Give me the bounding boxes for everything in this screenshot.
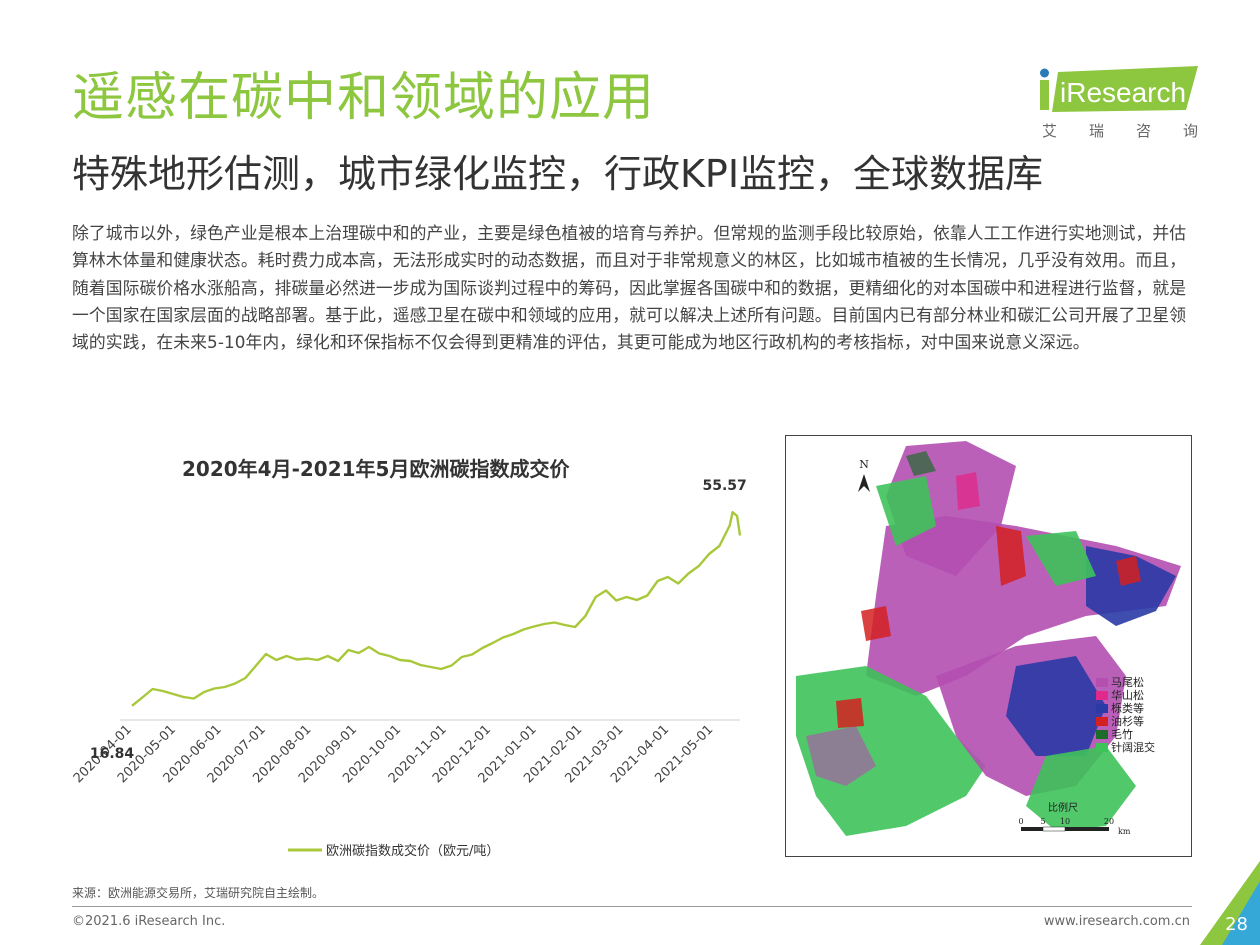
data-label: 55.57: [702, 478, 746, 494]
scale-bar-segment: [1042, 826, 1066, 832]
logo-cn-char: 咨: [1135, 122, 1151, 140]
forest-map: N 马尾松 华山松 栎类等 油杉等 毛竹 针阔混交比例尺 0 5 10 20 km: [785, 435, 1192, 857]
map-legend-label: 毛竹: [1111, 727, 1133, 741]
scale-unit: km: [1118, 827, 1131, 836]
iresearch-logo: iResearch 艾 瑞 咨 询: [1040, 66, 1200, 144]
page-subtitle: 特殊地形估测，城市绿化监控，行政KPI监控，全球数据库: [72, 152, 1044, 196]
map-region: [861, 606, 891, 641]
carbon-price-chart: 2020-04-012020-05-012020-06-012020-07-01…: [71, 478, 747, 859]
map-region: [956, 472, 980, 510]
map-region: [906, 451, 936, 476]
map-legend-swatch: [1096, 730, 1108, 739]
website-link[interactable]: www.iresearch.com.cn: [1043, 914, 1190, 929]
logo-cn-char: 询: [1182, 122, 1198, 140]
data-label: 16.84: [90, 746, 135, 762]
north-label: N: [859, 458, 869, 471]
map-legend-label: 栎类等: [1111, 701, 1144, 715]
series-line: [131, 511, 742, 707]
scale-tick: 0: [1018, 817, 1023, 826]
map-region: [1026, 531, 1096, 586]
map-region: [876, 476, 936, 546]
logo-cn-char: 瑞: [1088, 122, 1104, 140]
map-legend-swatch: [1096, 678, 1108, 687]
scale-tick: 5: [1040, 817, 1045, 826]
copyright: ©2021.6 iResearch Inc.: [72, 914, 226, 929]
map-legend-swatch: [1096, 704, 1108, 713]
page-title: 遥感在碳中和领域的应用: [72, 68, 656, 128]
logo-cn-row: 艾 瑞 咨 询: [1042, 120, 1198, 141]
scale-label: 比例尺: [1048, 801, 1078, 814]
logo-cn-char: 艾: [1042, 122, 1058, 140]
map-legend-label: 针阔混交: [1111, 740, 1155, 754]
map-legend-label: 油杉等: [1111, 714, 1144, 728]
map-legend-label: 华山松: [1111, 688, 1144, 702]
logo-badge: iResearch: [1040, 66, 1198, 112]
logo-wordmark: iResearch: [1060, 77, 1186, 108]
body-paragraph: 除了城市以外，绿色产业是根本上治理碳中和的产业，主要是绿色植被的培育与养护。但常…: [72, 223, 1187, 353]
scale-tick: 20: [1104, 817, 1114, 826]
north-arrow-icon: [858, 474, 870, 492]
map-legend-swatch: [1096, 691, 1108, 700]
map-legend-swatch: [1096, 717, 1108, 726]
map-region: [836, 698, 864, 728]
map-region: [1116, 556, 1141, 586]
page-corner: [1200, 861, 1260, 945]
scale-tick: 10: [1060, 817, 1070, 826]
map-legend-swatch: [1096, 743, 1108, 752]
map-legend-label: 马尾松: [1111, 675, 1144, 689]
map-region: [1086, 546, 1176, 626]
map-regions: [796, 441, 1181, 836]
map-region: [1026, 746, 1136, 831]
footer-divider: [72, 906, 1192, 907]
page-number: 28: [1225, 914, 1248, 935]
map-region: [1006, 656, 1106, 756]
map-region: [806, 726, 876, 786]
legend-label: 欧洲碳指数成交价（欧元/吨）: [326, 843, 499, 859]
source-note: 来源：欧洲能源交易所，艾瑞研究院自主绘制。: [72, 886, 325, 900]
map-region: [996, 526, 1026, 586]
chart-title: 2020年4月-2021年5月欧洲碳指数成交价: [182, 457, 570, 481]
